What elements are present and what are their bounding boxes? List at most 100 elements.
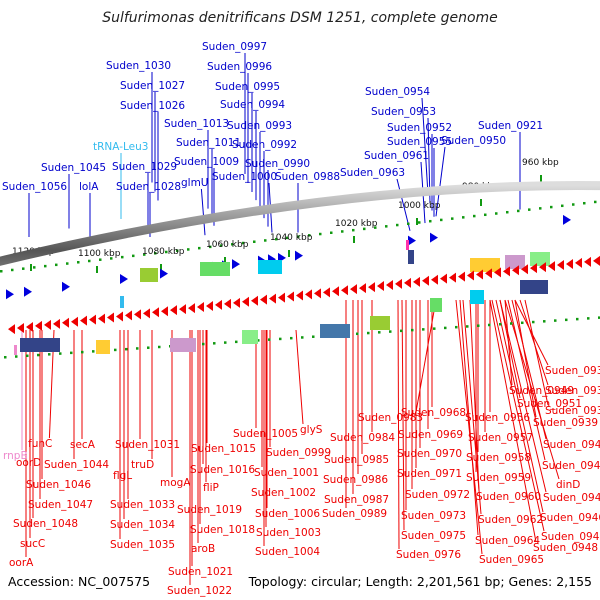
inner-dot <box>378 331 381 334</box>
gene-label: Suden_0990 <box>245 158 310 170</box>
reverse-gene-arrow <box>89 314 96 325</box>
feature-block <box>320 324 350 338</box>
inner-dot <box>433 327 436 330</box>
ruler-dot <box>253 240 256 243</box>
gene-label: Suden_0976 <box>396 549 461 561</box>
ruler-dot <box>352 228 355 232</box>
ruler-dot <box>539 207 542 210</box>
feature-block <box>530 252 550 266</box>
ruler-dot <box>0 270 3 273</box>
ruler-dot <box>297 235 300 238</box>
ruler-tick <box>160 264 162 271</box>
gene-label: aroB <box>191 543 215 555</box>
inner-dot <box>213 342 216 345</box>
ruler-tick <box>416 218 418 225</box>
ruler-tick <box>540 175 542 182</box>
gene-label: Suden_1005 <box>233 428 298 440</box>
reverse-gene-arrow <box>206 300 213 311</box>
reverse-gene-arrow <box>341 285 348 296</box>
ruler-dot <box>275 237 278 241</box>
inner-dot <box>4 356 7 359</box>
gene-label: Suden_1022 <box>167 585 232 597</box>
gene-label: Suden_0985 <box>324 454 389 466</box>
reverse-gene-arrow <box>404 277 411 288</box>
inner-dot <box>477 324 480 327</box>
reverse-gene-arrow <box>179 304 186 315</box>
gene-label: lolA <box>79 181 99 193</box>
reverse-gene-arrow <box>449 272 456 283</box>
reverse-gene-arrow <box>134 309 141 320</box>
inner-dot <box>455 325 458 329</box>
genome-backbone <box>0 181 600 266</box>
ruler-dot <box>528 208 531 211</box>
inner-dot <box>598 316 600 319</box>
gene-label: Suden_0960 <box>476 491 541 503</box>
gene-label: Suden_0992 <box>232 139 297 151</box>
gene-label: Suden_0945 <box>543 492 600 504</box>
forward-gene-arrow <box>62 281 70 292</box>
reverse-gene-arrow <box>359 283 366 294</box>
reverse-gene-arrow <box>467 270 474 281</box>
gene-label: Suden_1034 <box>110 519 175 531</box>
rrna-mark <box>14 345 17 355</box>
ruler-tick-label: 1040 kbp <box>270 233 313 243</box>
inner-dot <box>268 338 271 341</box>
reverse-gene-arrow <box>539 262 546 273</box>
inner-dot <box>257 339 260 342</box>
inner-dot <box>125 347 128 351</box>
ruler-dot <box>396 223 399 227</box>
gene-label: Suden_0934 <box>545 365 600 377</box>
feature-block <box>258 260 282 274</box>
forward-gene-arrow <box>120 274 128 284</box>
ruler-dot <box>429 219 432 223</box>
inner-dot <box>532 320 535 324</box>
inner-dot <box>554 319 557 322</box>
inner-dot <box>400 329 403 333</box>
reverse-gene-arrow <box>278 292 285 303</box>
gene-label: Suden_0971 <box>397 468 462 480</box>
ruler-dot <box>418 221 421 224</box>
gene-label: Suden_0937 <box>545 405 600 417</box>
ruler-dot <box>176 249 179 252</box>
forward-gene-arrow <box>24 286 32 297</box>
forward-gene-arrow <box>430 232 438 243</box>
leader-line <box>435 146 446 217</box>
feature-block <box>470 290 484 304</box>
gene-label: Suden_0994 <box>220 99 285 111</box>
inner-dot <box>499 323 502 326</box>
ruler-dot <box>462 216 465 219</box>
feature-block <box>20 338 60 352</box>
inner-dot <box>312 335 315 338</box>
ruler-dot <box>363 227 366 231</box>
reverse-gene-arrow <box>521 264 528 275</box>
inner-dot <box>356 332 359 336</box>
gene-label: Suden_1048 <box>13 518 78 530</box>
forward-gene-arrow <box>232 259 240 270</box>
reverse-gene-arrow <box>8 324 15 335</box>
reverse-gene-arrow <box>53 318 60 329</box>
reverse-gene-arrow <box>476 269 483 280</box>
ruler-dot <box>451 217 454 220</box>
ruler-dot <box>594 200 597 204</box>
gene-label: Suden_0993 <box>227 120 292 132</box>
reverse-gene-arrow <box>80 315 87 326</box>
reverse-gene-arrow <box>143 308 150 319</box>
ruler-dot <box>242 241 245 245</box>
gene-label: Suden_0962 <box>478 514 543 526</box>
reverse-gene-arrow <box>26 321 33 332</box>
reverse-gene-arrow <box>548 261 555 272</box>
gene-label: Suden_1021 <box>168 566 233 578</box>
gene-label: Suden_1011 <box>176 137 241 149</box>
gene-label: Suden_0973 <box>401 510 466 522</box>
gene-label: Suden_0986 <box>323 474 388 486</box>
gene-label: Suden_1027 <box>120 80 185 92</box>
ruler-dot <box>231 243 234 246</box>
gene-label: dinD <box>556 479 580 491</box>
gene-label: Suden_0955 <box>387 136 452 148</box>
ruler-dot <box>286 236 289 240</box>
inner-dot <box>136 347 139 350</box>
reverse-gene-arrow <box>332 286 339 297</box>
gene-label: Suden_1035 <box>110 539 175 551</box>
